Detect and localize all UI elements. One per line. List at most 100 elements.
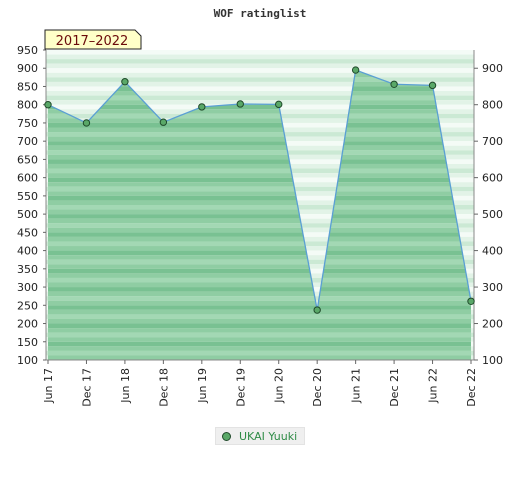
area-band — [48, 346, 471, 351]
area-band — [48, 259, 471, 265]
data-point — [351, 66, 360, 74]
background-band — [46, 95, 474, 101]
y-right-tick-label: 800 — [482, 99, 503, 112]
area-band — [48, 300, 471, 306]
area-band — [48, 223, 471, 228]
data-point — [121, 78, 129, 86]
x-tick-label: Jun 19 — [196, 368, 209, 404]
area-band — [48, 127, 471, 133]
y-left-tick-label: 400 — [17, 245, 38, 258]
area-band — [48, 218, 471, 224]
x-tick-label: Dec 19 — [234, 368, 247, 407]
area-band — [48, 109, 471, 114]
area-band — [48, 104, 471, 110]
area-band — [48, 332, 471, 338]
y-left-tick-label: 750 — [17, 117, 38, 130]
area-band — [48, 268, 471, 274]
legend-label: UKAI Yuuki — [239, 429, 298, 443]
y-left-tick-label: 500 — [17, 208, 38, 221]
series-line — [47, 69, 472, 311]
area-band — [48, 136, 471, 142]
y-left-tick-label: 550 — [17, 190, 38, 203]
data-points — [44, 66, 475, 314]
y-left-tick-label: 200 — [17, 318, 38, 331]
background-band — [46, 54, 474, 60]
area-band — [48, 337, 471, 342]
area-band — [48, 255, 471, 260]
y-right-tick-label: 900 — [482, 62, 503, 75]
area-band — [48, 154, 471, 160]
background-band — [46, 72, 474, 78]
area-band — [48, 246, 471, 251]
area-band — [48, 264, 471, 269]
area-band — [48, 173, 471, 178]
data-point — [82, 119, 91, 127]
y-left-tick-label: 150 — [17, 336, 38, 349]
period-badge-text: 2017–2022 — [56, 34, 129, 49]
x-tick-label: Jun 22 — [427, 368, 440, 404]
background-band — [46, 63, 474, 69]
area-band — [48, 113, 471, 119]
data-point — [428, 81, 437, 90]
area-band — [48, 236, 471, 242]
x-tick-label: Dec 18 — [157, 368, 170, 407]
area-band — [48, 318, 471, 324]
y-left-tick-label: 700 — [17, 135, 38, 148]
area-band — [48, 122, 471, 128]
x-tick-label: Dec 22 — [465, 368, 478, 407]
area-band — [48, 168, 471, 174]
area-band — [48, 232, 471, 237]
area-band — [48, 296, 471, 301]
y-left-tick-label: 100 — [17, 354, 38, 367]
data-point — [313, 306, 321, 314]
area-band — [48, 227, 471, 233]
area-band — [48, 341, 471, 347]
y-right-tick-label: 200 — [482, 318, 503, 331]
x-tick-label: Dec 17 — [80, 368, 93, 407]
y-right-tick-label: 500 — [482, 208, 503, 221]
y-left-tick-label: 300 — [17, 281, 38, 294]
area-band — [48, 214, 471, 219]
y-left-tick-label: 650 — [17, 153, 38, 166]
area-band — [48, 141, 471, 146]
area-band — [48, 186, 471, 192]
x-tick-label: Jun 18 — [119, 368, 132, 404]
area-band — [48, 287, 471, 292]
y-axis-right: 100 200 300 400 500 600 700 800 900 — [474, 62, 503, 367]
y-left-tick-label: 450 — [17, 226, 38, 239]
area-band — [48, 309, 471, 315]
y-left-tick-label: 850 — [17, 80, 38, 93]
y-left-tick-label: 950 — [17, 44, 38, 57]
area-band — [48, 191, 471, 196]
area-band — [48, 177, 471, 183]
area-band — [48, 355, 471, 360]
y-left-tick-label: 800 — [17, 99, 38, 112]
area-band — [48, 200, 471, 205]
y-axis-left: 100 150 200 250 300 350 400 450 500 550 600 650 700 7… — [17, 44, 46, 367]
x-axis: Jun 17 Dec 17 Jun 18 Dec 18 Jun 19 Dec 19 Jun … — [42, 360, 478, 407]
y-right-tick-label: 400 — [482, 245, 503, 258]
x-tick-label: Jun 20 — [273, 368, 286, 404]
background-band — [46, 50, 474, 55]
data-point — [198, 103, 206, 111]
data-point — [159, 118, 168, 126]
area-band — [48, 291, 471, 297]
area-band — [48, 205, 471, 210]
x-tick-label: Dec 20 — [311, 368, 324, 407]
area-band — [48, 132, 471, 137]
area-band — [48, 159, 471, 164]
period-badge-shape — [44, 29, 142, 50]
area-band — [48, 277, 471, 283]
area-band — [48, 305, 471, 310]
area-band — [48, 195, 471, 201]
y-right-tick-label: 600 — [482, 172, 503, 185]
data-point — [275, 100, 283, 109]
background-band — [46, 59, 474, 64]
area-band — [48, 323, 471, 329]
area-band — [48, 209, 471, 215]
data-point — [236, 100, 244, 108]
area-band — [48, 250, 471, 256]
area-band — [48, 273, 471, 278]
y-right-tick-label: 700 — [482, 135, 503, 148]
